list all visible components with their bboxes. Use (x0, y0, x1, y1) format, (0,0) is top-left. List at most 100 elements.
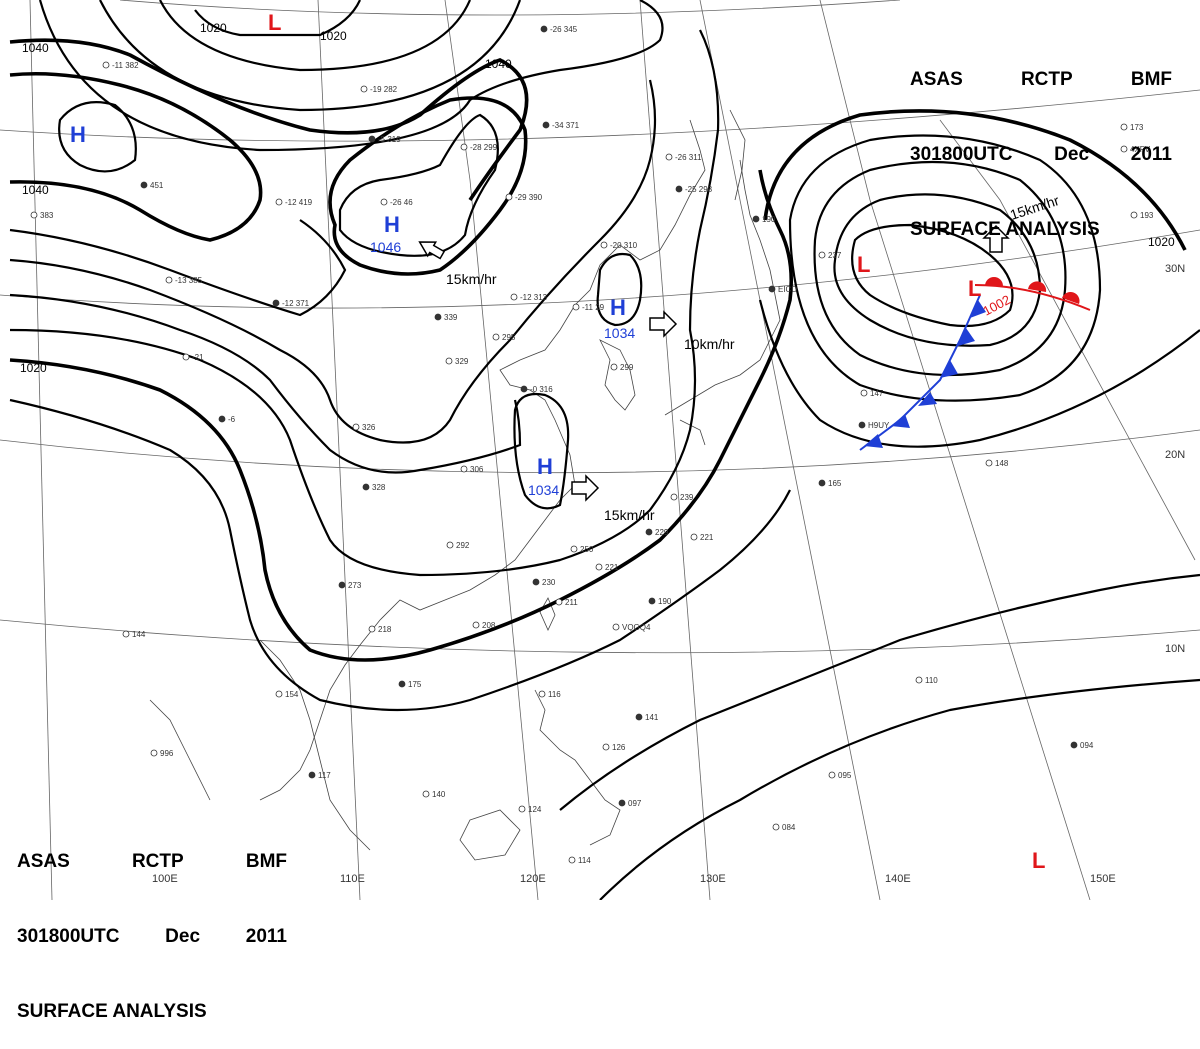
title-row-2: 301800UTC Dec 2011 (910, 142, 1172, 167)
motion-speed-label: 15km/hr (604, 507, 655, 523)
title-row-1: ASAS RCTP BMF (910, 67, 1172, 92)
station-circle-icon (505, 193, 513, 201)
station-plot-label: 329 (455, 357, 469, 366)
station-circle-icon (122, 630, 130, 638)
station-plot-label: 193 (1140, 211, 1154, 220)
high-pressure-marker: H (610, 295, 626, 320)
station-circle-icon (275, 198, 283, 206)
isobar-label: 1020 (320, 29, 347, 43)
station-plot-label: -19 282 (370, 85, 398, 94)
station-circle-icon (360, 85, 368, 93)
station-circle-icon (985, 459, 993, 467)
isobar-high-1034-center (596, 252, 643, 327)
high-pressure-value: 1046 (370, 239, 401, 255)
meridian-110e (317, 0, 361, 900)
isobar-high-west (58, 101, 137, 173)
station-circle-icon (665, 153, 673, 161)
station-circle-icon (572, 303, 580, 311)
station-circle-icon (645, 528, 653, 536)
station-plot-label: 175 (408, 680, 422, 689)
isobar-low-center (851, 223, 1014, 328)
coast-japan (664, 159, 781, 446)
longitude-label: 100E (152, 873, 178, 885)
isobar-1020-west (9, 169, 794, 662)
station-circle-icon (520, 385, 528, 393)
meridian-130e (639, 0, 711, 900)
isobar-label: 1020 (200, 21, 227, 35)
station-plot-label: 116 (548, 690, 561, 699)
station-plot-label: 326 (362, 423, 376, 432)
title-time: 301800UTC (910, 144, 1013, 165)
station-plot-label: 211 (565, 598, 578, 607)
motion-arrow-icon (649, 310, 678, 338)
isobar-label: 1040 (22, 183, 49, 197)
station-circle-icon (602, 743, 610, 751)
station-circle-icon (532, 578, 540, 586)
station-plot-label: 190 (762, 215, 776, 224)
cold-front-line (859, 294, 981, 451)
isobars (9, 0, 1200, 900)
title-block-top: ASAS RCTP BMF 301800UTC Dec 2011 SURFACE… (910, 17, 1172, 267)
station-circle-icon (140, 181, 148, 189)
motion-speed-label: 10km/hr (684, 336, 735, 352)
station-plot-label: 250 (580, 545, 594, 554)
station-plot-label: 230 (542, 578, 556, 587)
station-circle-icon (618, 799, 626, 807)
longitude-label: 140E (885, 873, 911, 885)
station-plot-label: 208 (482, 621, 496, 630)
station-plot-label: -12 313 (520, 293, 548, 302)
cold-front-triangle (970, 300, 986, 318)
station-circle-icon (446, 541, 454, 549)
longitude-label: 130E (700, 873, 726, 885)
meridian-150e (819, 0, 1091, 900)
station-plot-label: -12 371 (282, 299, 310, 308)
station-circle-icon (510, 293, 518, 301)
station-circle-icon (570, 545, 578, 553)
station-plot-label: 237 (828, 251, 842, 260)
motion-speed-label: 15km/hr (446, 271, 497, 287)
station-circle-icon (538, 690, 546, 698)
station-circle-icon (445, 357, 453, 365)
station-plot-label: 292 (456, 541, 470, 550)
station-circle-icon (368, 625, 376, 633)
station-circle-icon (612, 623, 620, 631)
station-plot-label: 126 (612, 743, 626, 752)
isobar-north-arc-3 (38, 0, 664, 152)
station-circle-icon (165, 276, 173, 284)
station-circle-icon (272, 299, 280, 307)
cold-front-triangle (918, 392, 937, 406)
station-plot-label: 147 (870, 389, 884, 398)
low-pressure-value: 1002 (980, 292, 1013, 319)
high-pressure-value: 1034 (528, 482, 559, 498)
isobar-north-arc-1 (159, 0, 472, 72)
isobar-south-3 (599, 678, 1200, 900)
station-plot-label: 140 (432, 790, 446, 799)
station-plot-label: 218 (378, 625, 392, 634)
station-plot-label: 996 (160, 749, 174, 758)
title-block-bottom: ASAS RCTP BMF 301800UTC Dec 2011 SURFACE… (17, 799, 287, 1049)
grid-labels: 100E 110E 120E 130E 140E 150E 30N 20N 10… (152, 263, 1185, 885)
low-pressure-marker: L (268, 10, 281, 35)
isobar-high-1034-south (513, 392, 570, 510)
station-circle-icon (352, 423, 360, 431)
low-pressure-marker: L (968, 276, 981, 301)
station-plot-label: -26 311 (675, 153, 702, 162)
station-circle-icon (1120, 123, 1128, 131)
parallel-40n (0, 89, 1200, 142)
warm-front-semicircle (985, 277, 1003, 286)
station-circle-icon (752, 215, 760, 223)
station-plot-label: -29 390 (515, 193, 543, 202)
title-year: 2011 (1130, 144, 1172, 165)
cold-front-triangle (940, 360, 958, 378)
station-plot-label: 141 (645, 713, 659, 722)
station-plot-label: 383 (40, 211, 54, 220)
station-plot-label: -26 46 (390, 198, 413, 207)
title-time: 301800UTC (17, 926, 120, 947)
station-circle-icon (635, 713, 643, 721)
station-circle-icon (380, 198, 388, 206)
coast-korea (599, 339, 636, 411)
station-plot-label: 097 (628, 799, 642, 808)
surface-analysis-map: 1020 1020 1040 1040 1040 1020 1020 H H 1… (0, 0, 1200, 900)
station-plot-label: EICD (778, 285, 797, 294)
parallel-10n (0, 619, 1200, 654)
